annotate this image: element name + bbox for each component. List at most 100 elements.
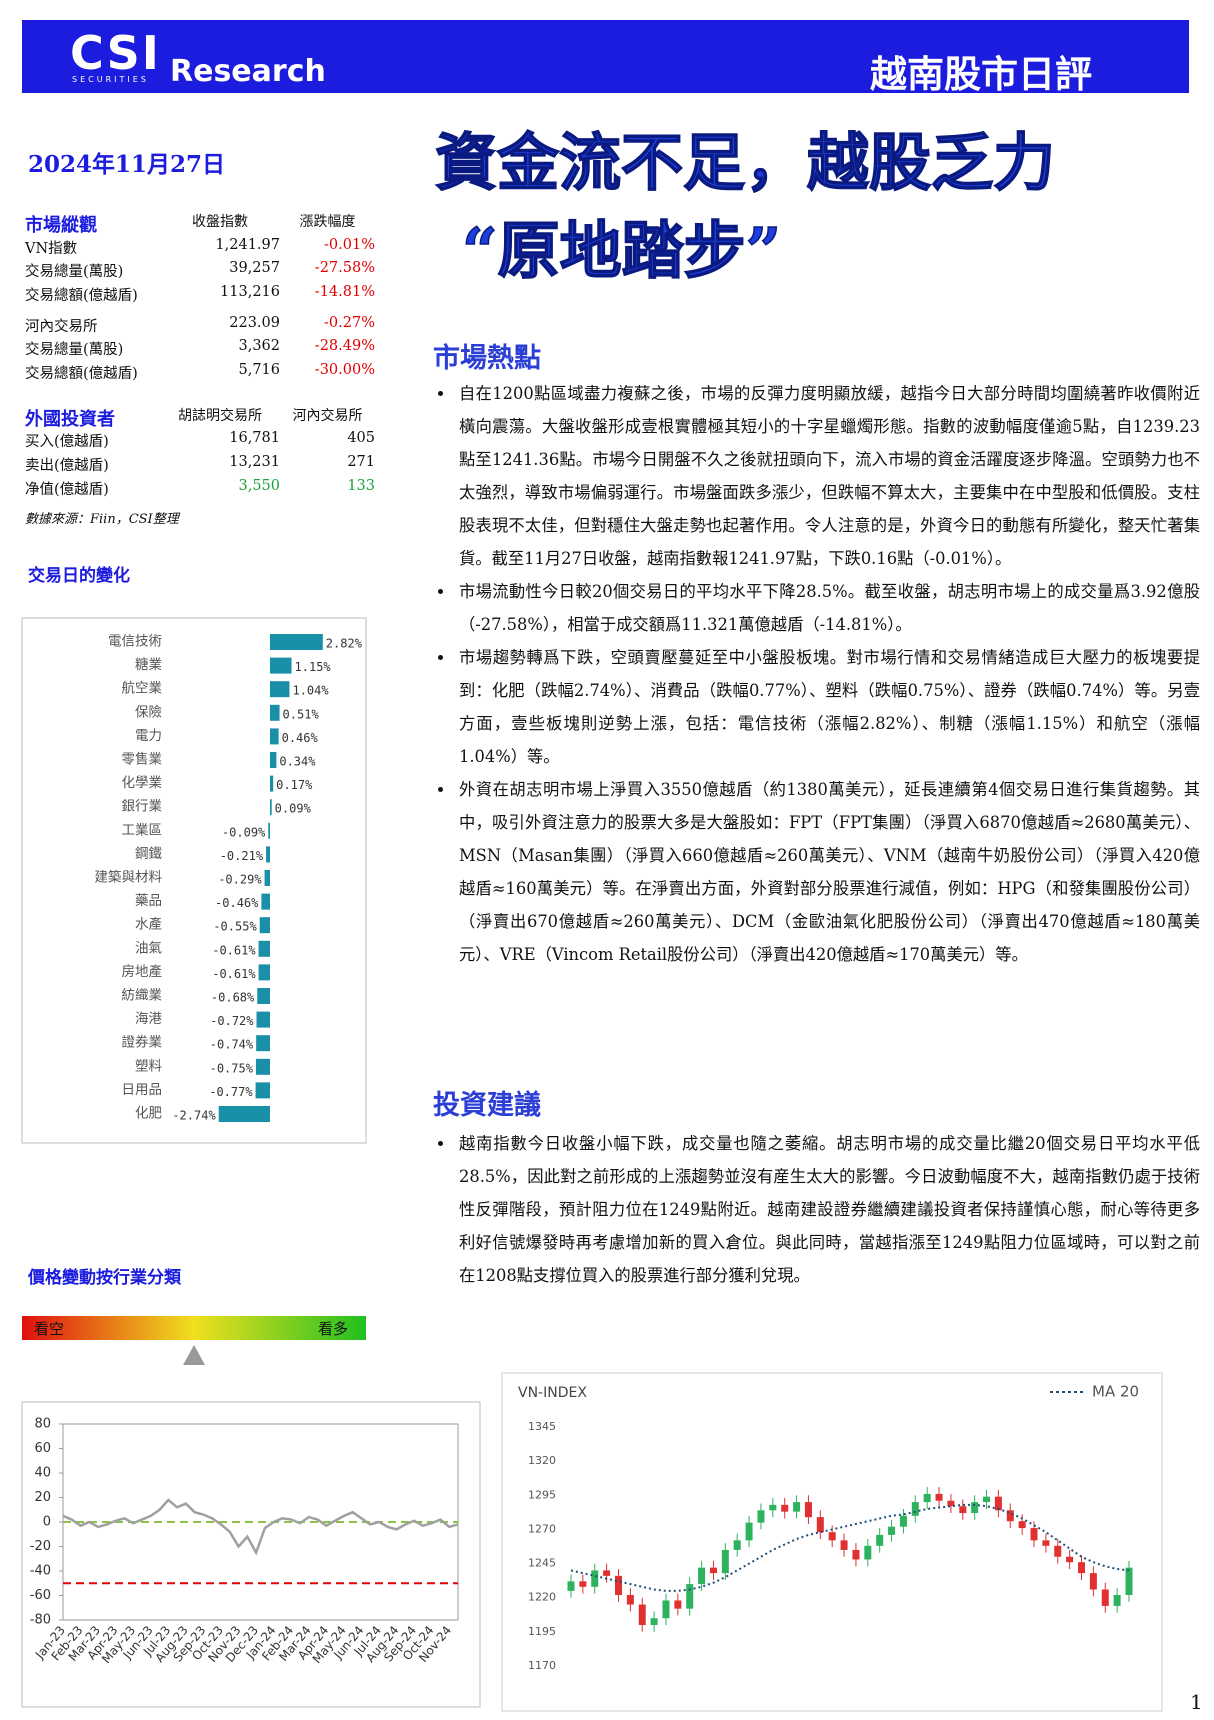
header-cell: 市場縱觀 xyxy=(25,215,97,236)
table-cell: 113,216 xyxy=(220,284,280,300)
source-note: 數據來源：Fiin，CSI整理 xyxy=(25,512,179,527)
candle-body xyxy=(864,1545,872,1560)
table-row: 卖出(億越盾) 13,231 271 xyxy=(25,454,375,475)
bullet: 越南指數今日收盤小幅下跌，成交量也隨之萎縮。胡志明市場的成交量比繼20個交易日平… xyxy=(455,1127,1200,1292)
candle-body xyxy=(1125,1567,1133,1595)
chart-frame xyxy=(21,617,367,1144)
header-cell: 河內交易所 xyxy=(292,408,363,424)
candle-body xyxy=(1066,1556,1074,1563)
table-row: 净值(億越盾) 3,550 133 xyxy=(25,478,375,499)
candle-body xyxy=(1078,1562,1086,1574)
candle-body xyxy=(935,1493,943,1501)
table-cell: -28.49% xyxy=(314,338,375,354)
value-label: 2.82% xyxy=(326,637,363,651)
header-cell: 胡誌明交易所 xyxy=(178,408,262,424)
value-label: -0.55% xyxy=(213,920,257,934)
table-cell: 买入(億越盾) xyxy=(25,434,109,450)
candle-body xyxy=(899,1515,907,1527)
table-cell: -0.27% xyxy=(324,315,375,331)
header-bar xyxy=(22,20,1189,93)
candle-body xyxy=(1030,1528,1038,1541)
headline: “原地踏步” xyxy=(461,213,782,288)
bar xyxy=(258,964,270,981)
value-label: 0.09% xyxy=(275,802,312,816)
table-cell: 39,257 xyxy=(229,260,280,276)
value-label: -0.29% xyxy=(218,873,262,887)
category-label: 化學業 xyxy=(122,775,163,791)
y-tick-label: 1195 xyxy=(528,1625,556,1638)
category-label: 紡織業 xyxy=(122,988,163,1004)
candle-body xyxy=(1018,1521,1026,1529)
candle-body xyxy=(1113,1594,1121,1606)
section-title: 交易日的變化 xyxy=(28,566,130,586)
candle-body xyxy=(911,1502,919,1516)
category-label: 糖業 xyxy=(135,657,162,673)
candle-body xyxy=(781,1504,789,1512)
y-tick-label: -60 xyxy=(30,1588,51,1603)
candle-body xyxy=(947,1500,955,1507)
value-label: -0.46% xyxy=(215,896,259,910)
table-cell: 1,241.97 xyxy=(215,237,280,253)
chart-title: VN-INDEX xyxy=(518,1385,587,1401)
value-label: -0.74% xyxy=(210,1038,254,1052)
heading: 市場熱點 xyxy=(433,336,541,375)
bar xyxy=(268,822,270,839)
candle-body xyxy=(614,1575,622,1595)
logo-sub: SECURITIES xyxy=(72,75,149,84)
category-label: 日用品 xyxy=(122,1082,163,1098)
header-cell: 漲跌幅度 xyxy=(299,214,356,230)
table-cell: 交易總量(萬股) xyxy=(25,342,124,358)
legend-label: MA 20 xyxy=(1092,1383,1139,1401)
y-tick-label: -20 xyxy=(30,1539,51,1554)
headline: 資金流不足，越股乏力 xyxy=(434,125,1056,200)
category-label: 建築與材料 xyxy=(95,870,163,886)
section-title: 價格變動按行業分類 xyxy=(28,1268,181,1288)
value-label: -0.75% xyxy=(210,1061,254,1075)
value-label: -0.09% xyxy=(222,825,266,839)
bar xyxy=(258,940,270,957)
candle-body xyxy=(638,1604,646,1626)
candle-body xyxy=(923,1493,931,1503)
candle-body xyxy=(686,1584,694,1609)
table-cell: VN指數 xyxy=(25,241,78,257)
category-label: 證券業 xyxy=(122,1034,163,1051)
candle-body xyxy=(1054,1545,1062,1557)
table-cell: 净值(億越盾) xyxy=(25,482,109,498)
chart-frame xyxy=(501,1372,1163,1712)
bar xyxy=(270,634,323,650)
table-cell: -27.58% xyxy=(314,260,375,276)
candle-body xyxy=(983,1496,991,1503)
y-tick-label: 1170 xyxy=(528,1659,556,1672)
bullet: 外資在胡志明市場上淨買入3550億越盾（約1380萬美元），延長連續第4個交易日… xyxy=(455,773,1200,971)
value-label: -0.61% xyxy=(212,943,256,957)
table-cell: 271 xyxy=(347,454,375,470)
bar xyxy=(257,988,270,1004)
table-row: 交易總額(億越盾) 5,716 -30.00% xyxy=(25,362,375,383)
value-label: 1.15% xyxy=(295,660,332,674)
table-cell: 16,781 xyxy=(229,430,280,446)
candle-body xyxy=(769,1504,777,1511)
value-label: 0.34% xyxy=(279,755,316,769)
header-cell: 外國投資者 xyxy=(25,409,115,430)
value-label: -0.77% xyxy=(209,1085,253,1099)
y-tick-label: 60 xyxy=(34,1441,51,1456)
candle-body xyxy=(1042,1540,1050,1546)
value-label: -0.21% xyxy=(220,849,264,863)
table-cell: 3,362 xyxy=(238,338,280,354)
bar xyxy=(266,846,270,863)
y-tick-label: -40 xyxy=(30,1564,51,1579)
table-cell: 交易總額(億越盾) xyxy=(25,366,138,382)
category-label: 塑料 xyxy=(135,1058,162,1074)
category-label: 零售業 xyxy=(122,752,163,768)
y-tick-label: 1270 xyxy=(528,1522,556,1535)
y-tick-label: 20 xyxy=(34,1490,51,1505)
value-label: -0.61% xyxy=(212,967,256,981)
candle-body xyxy=(662,1600,670,1619)
candle-body xyxy=(757,1510,765,1523)
bar xyxy=(270,775,274,792)
heading-text: 市場熱點 xyxy=(433,343,541,374)
y-tick-label: -80 xyxy=(30,1613,51,1628)
candle-body xyxy=(1089,1573,1097,1590)
candle-body xyxy=(971,1502,979,1514)
